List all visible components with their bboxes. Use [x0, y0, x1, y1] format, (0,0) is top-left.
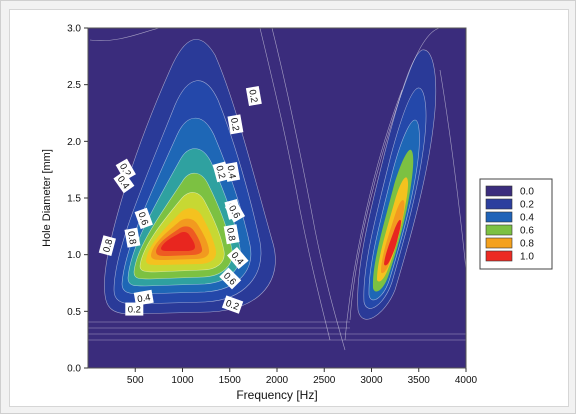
contour-label: 0.2 [212, 161, 230, 183]
contour-label-box [227, 114, 244, 135]
x-tick-label: 3000 [360, 375, 383, 386]
x-tick-label: 500 [127, 375, 144, 386]
x-tick-label: 2500 [313, 375, 336, 386]
contour-label-box [125, 302, 144, 316]
contour-label-text: 0.2 [213, 164, 227, 180]
contour-label-box [224, 161, 241, 182]
contour-label-text: 0.8 [101, 238, 115, 254]
x-tick-label: 2000 [266, 375, 289, 386]
contour-fields [88, 28, 466, 351]
x-tick-label: 3500 [408, 375, 431, 386]
contour-labels: 0.20.40.80.80.60.40.20.20.20.40.80.60.80… [98, 86, 262, 316]
legend-label: 0.2 [520, 200, 534, 211]
x-tick-label: 1500 [219, 375, 242, 386]
legend-swatch [485, 185, 513, 197]
legend-swatch [485, 250, 513, 262]
legend-swatch [485, 237, 513, 249]
left-lobe [104, 39, 276, 314]
contour-label-box [134, 207, 153, 230]
contour-label-box [221, 295, 244, 314]
contour-label-box [227, 246, 249, 270]
contour-label: 0.6 [134, 207, 153, 230]
y-axis: 0.0 0.5 1.0 1.5 2.0 2.5 3.0 [67, 24, 88, 375]
y-tick-label: 2.0 [67, 137, 81, 148]
contour-label-box [133, 289, 154, 306]
contour-label: 0.2 [221, 295, 244, 314]
contour-label: 0.4 [224, 161, 241, 182]
x-tick-label: 1000 [171, 375, 194, 386]
contour-label-text: 0.4 [136, 292, 151, 305]
y-tick-label: 2.5 [67, 80, 81, 91]
contour-label-text: 0.8 [125, 230, 138, 245]
contour-label-box [223, 224, 240, 245]
contour-label-text: 0.2 [224, 298, 240, 313]
contour-label: 0.2 [245, 86, 262, 106]
legend-label: 0.8 [520, 239, 534, 250]
contour-lines [88, 28, 466, 351]
contour-label: 0.4 [133, 289, 154, 306]
y-tick-label: 0.5 [67, 307, 81, 318]
y-tick-label: 1.0 [67, 250, 81, 261]
contour-label-text: 0.2 [228, 117, 241, 132]
contour-label-text: 0.2 [128, 305, 141, 316]
legend-label: 0.6 [520, 226, 534, 237]
legend-swatch [485, 198, 513, 210]
contour-label-box [245, 86, 262, 106]
contour-label-text: 0.8 [224, 227, 237, 242]
contour-label: 0.8 [98, 235, 116, 256]
contour-label: 0.2 [227, 114, 244, 135]
chart-panel: 0.20.40.80.80.60.40.20.20.20.40.80.60.80… [9, 9, 569, 407]
contour-chart: 0.20.40.80.80.60.40.20.20.20.40.80.60.80… [41, 24, 553, 402]
contour-label-box [219, 267, 242, 290]
y-axis-label: Hole Diameter [mm] [41, 149, 53, 247]
contour-label-box [113, 171, 135, 194]
contour-label: 0.8 [124, 227, 141, 248]
contour-label: 0.8 [223, 224, 240, 245]
x-axis-label: Frequency [Hz] [236, 388, 317, 402]
legend-label: 0.4 [520, 213, 534, 224]
legend-swatch [485, 211, 513, 223]
legend-label: 0.0 [520, 187, 534, 198]
legend: 0.0 0.2 0.4 0.6 0.8 1.0 [479, 178, 553, 270]
contour-label-text: 0.4 [225, 165, 238, 180]
contour-label-box [98, 235, 116, 256]
y-tick-label: 3.0 [67, 24, 81, 35]
x-axis: 500 1000 1500 2000 2500 3000 3500 4000 [127, 368, 478, 386]
contour-label-box [115, 158, 136, 181]
legend-label: 1.0 [520, 252, 534, 263]
x-tick-label: 4000 [455, 375, 478, 386]
contour-label: 0.2 [125, 302, 144, 316]
contour-label-box [124, 227, 141, 248]
contour-label-text: 0.2 [246, 89, 259, 104]
contour-label-box [224, 200, 246, 223]
contour-label-text: 0.6 [135, 211, 150, 227]
right-lobe [357, 49, 436, 320]
legend-swatch [485, 224, 513, 236]
y-tick-label: 0.0 [67, 364, 81, 375]
y-tick-label: 1.5 [67, 194, 81, 205]
